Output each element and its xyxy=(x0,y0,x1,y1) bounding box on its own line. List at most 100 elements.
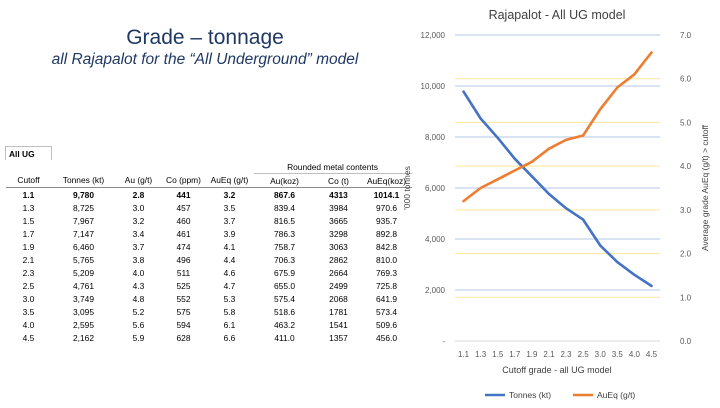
table-cell: 1.7 xyxy=(22,228,35,239)
table-cell: 9,780 xyxy=(73,189,94,200)
table-cell: 2,162 xyxy=(73,332,94,343)
table-cell: 2068 xyxy=(329,293,348,304)
table-cell: 3298 xyxy=(329,228,348,239)
y-right-tick-label: 3.0 xyxy=(680,206,692,215)
table-cell: 2.5 xyxy=(22,280,35,291)
table-cell: 3.7 xyxy=(223,215,236,226)
y-left-tick-label: 4,000 xyxy=(425,235,446,244)
table-cell: 1.1 xyxy=(22,189,35,200)
table-cell: 5,209 xyxy=(73,267,94,278)
table-cell: 5.8 xyxy=(223,306,236,317)
y-right-tick-label: 7.0 xyxy=(680,31,692,40)
legend-label: AuEq (g/t) xyxy=(597,390,635,400)
x-tick-label: 1.7 xyxy=(509,350,521,359)
slide-subtitle: all Rajapalot for the “All Underground” … xyxy=(51,51,359,68)
table-cell: 655.0 xyxy=(274,280,295,291)
table-row: 3.5 3,095 5.2 575 5.8 518.6 1781 573.4 xyxy=(6,305,412,318)
table-cell: 4.0 xyxy=(22,319,35,330)
table-corner-label: All UG xyxy=(5,146,52,160)
y-left-tick-label: 8,000 xyxy=(425,133,446,142)
col-header: AuEq(koz) xyxy=(361,173,412,188)
table-cell: 3063 xyxy=(329,241,348,252)
table-cell: 1.3 xyxy=(22,202,35,213)
col-header: Co (t) xyxy=(315,173,362,188)
col-header: Tonnes (kt) xyxy=(51,173,116,188)
table-cell: 3.0 xyxy=(22,293,35,304)
table-cell: 4.5 xyxy=(22,332,35,343)
y-left-axis-title: '000 tonnes xyxy=(402,166,412,210)
table-cell: 769.3 xyxy=(376,267,397,278)
table-cell: 1357 xyxy=(329,332,348,343)
table-cell: 2.8 xyxy=(132,189,145,200)
table-row: 4.5 2,162 5.9 628 6.6 411.0 1357 456.0 xyxy=(6,331,412,344)
x-tick-label: 4.5 xyxy=(646,350,658,359)
table-cell: 594 xyxy=(176,319,191,330)
x-tick-label: 1.9 xyxy=(526,350,538,359)
table-cell: 6.6 xyxy=(223,332,236,343)
y-right-tick-label: 4.0 xyxy=(680,162,692,171)
table-cell: 2,595 xyxy=(73,319,94,330)
table-cell: 575.4 xyxy=(274,293,295,304)
table-cell: 628 xyxy=(176,332,191,343)
table-cell: 3.5 xyxy=(22,306,35,317)
table-cell: 6.1 xyxy=(223,319,236,330)
table-cell: 5,765 xyxy=(73,254,94,265)
y-left-tick-label: 6,000 xyxy=(425,184,446,193)
table-cell: 474 xyxy=(176,241,191,252)
x-tick-label: 2.3 xyxy=(560,350,572,359)
table-cell: 411.0 xyxy=(274,332,295,343)
table-cell: 816.5 xyxy=(274,215,295,226)
table-cell: 4.3 xyxy=(132,280,145,291)
table-row: 4.0 2,595 5.6 594 6.1 463.2 1541 509.6 xyxy=(6,318,412,331)
x-tick-label: 1.5 xyxy=(492,350,504,359)
y-right-axis-title: Average grade AuEq (g/t) > cutoff xyxy=(700,124,710,251)
table-cell: 4.6 xyxy=(223,267,236,278)
table-cell: 2862 xyxy=(329,254,348,265)
x-axis-title: Cutoff grade - all UG model xyxy=(502,365,611,375)
table-cell: 842.8 xyxy=(376,241,397,252)
table-cell: 3.0 xyxy=(132,202,145,213)
series-line xyxy=(462,51,653,203)
table-cell: 786.3 xyxy=(274,228,295,239)
table-cell: 758.7 xyxy=(274,241,295,252)
table-cell: 7,147 xyxy=(73,228,94,239)
table-cell: 1541 xyxy=(329,319,348,330)
table-cell: 970.6 xyxy=(376,202,397,213)
table-cell: 456.0 xyxy=(376,332,397,343)
col-header: AuEq (g/t) xyxy=(205,173,254,188)
x-tick-label: 1.1 xyxy=(458,350,470,359)
x-tick-label: 4.0 xyxy=(629,350,641,359)
table-row: 1.7 7,147 3.4 461 3.9 786.3 3298 892.8 xyxy=(6,227,412,240)
series-line xyxy=(462,90,653,288)
table-cell: 5.3 xyxy=(223,293,236,304)
table-cell: 1014.1 xyxy=(373,189,400,200)
table-cell: 3,095 xyxy=(73,306,94,317)
y-right-tick-label: 5.0 xyxy=(680,118,692,127)
y-left-tick-label: 10,000 xyxy=(421,82,446,91)
table-cell: 7,967 xyxy=(73,215,94,226)
col-header: Au (g/t) xyxy=(115,173,162,188)
table-cell: 839.4 xyxy=(274,202,295,213)
table-cell: 810.0 xyxy=(376,254,397,265)
table-row: 2.1 5,765 3.8 496 4.4 706.3 2862 810.0 xyxy=(6,253,412,266)
table-cell: 892.8 xyxy=(376,228,397,239)
y-left-tick-label: 12,000 xyxy=(421,31,446,40)
table-cell: 3.8 xyxy=(132,254,145,265)
y-right-tick-label: 2.0 xyxy=(680,250,692,259)
table-cell: 5.6 xyxy=(132,319,145,330)
table-cell: 1.5 xyxy=(22,215,35,226)
col-header: Cutoff xyxy=(5,173,52,188)
table-cell: 2664 xyxy=(329,267,348,278)
table-cell: 509.6 xyxy=(376,319,397,330)
table-cell: 3665 xyxy=(329,215,348,226)
table-row: 3.0 3,749 4.8 552 5.3 575.4 2068 641.9 xyxy=(6,292,412,305)
x-tick-label: 1.3 xyxy=(475,350,487,359)
table-cell: 5.2 xyxy=(132,306,145,317)
table-row: 2.3 5,209 4.0 511 4.6 675.9 2664 769.3 xyxy=(6,266,412,279)
table-cell: 525 xyxy=(176,280,191,291)
table-cell: 641.9 xyxy=(376,293,397,304)
table-cell: 3,749 xyxy=(73,293,94,304)
chart-title: Rajapalot - All UG model xyxy=(489,8,626,22)
table-cell: 706.3 xyxy=(274,254,295,265)
